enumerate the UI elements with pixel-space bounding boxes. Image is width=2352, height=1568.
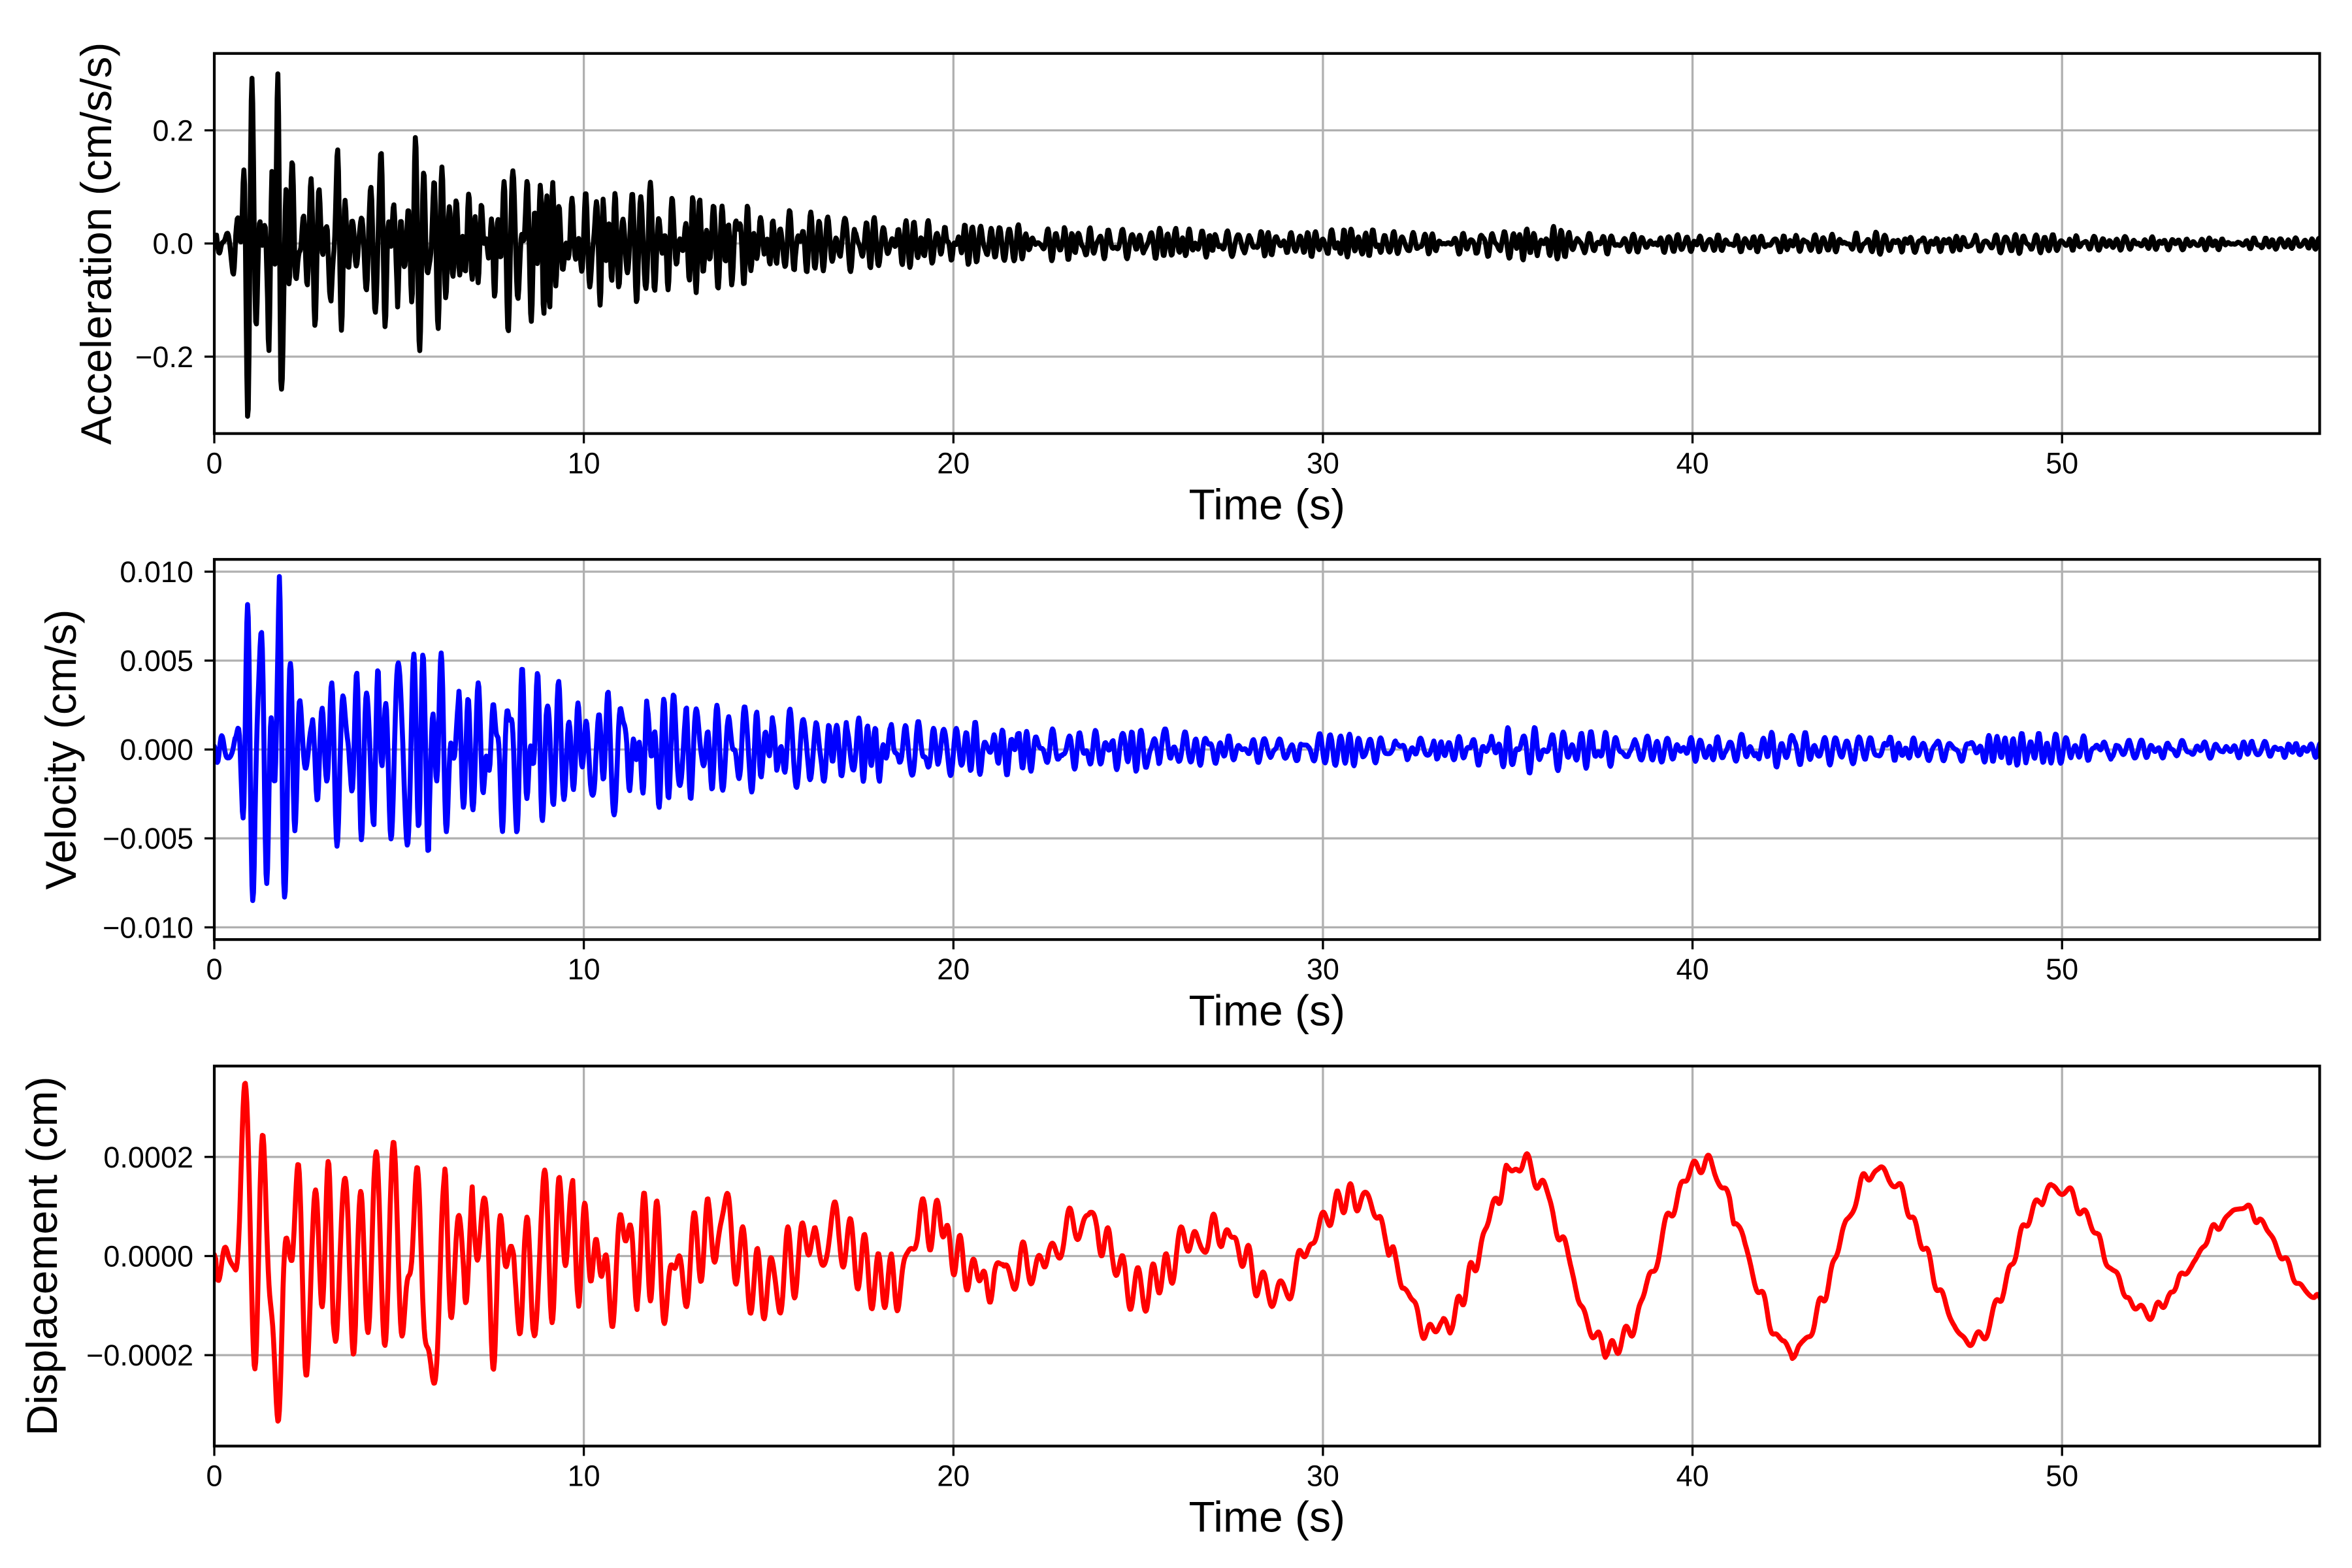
svg-text:50: 50: [2046, 1459, 2078, 1492]
svg-text:−0.010: −0.010: [103, 911, 193, 944]
svg-text:40: 40: [1676, 447, 1709, 480]
svg-text:0.0000: 0.0000: [103, 1240, 193, 1273]
svg-text:Acceleration (cm/s/s): Acceleration (cm/s/s): [72, 42, 120, 445]
svg-text:0: 0: [206, 447, 222, 480]
svg-text:0.005: 0.005: [120, 644, 193, 678]
svg-text:−0.0002: −0.0002: [86, 1339, 193, 1372]
svg-text:50: 50: [2046, 953, 2078, 986]
svg-text:−0.005: −0.005: [103, 822, 193, 855]
svg-text:Time (s): Time (s): [1188, 480, 1345, 529]
svg-text:20: 20: [937, 1459, 970, 1492]
svg-text:10: 10: [568, 1459, 600, 1492]
svg-text:Displacement (cm): Displacement (cm): [18, 1077, 66, 1436]
svg-text:Velocity (cm/s): Velocity (cm/s): [37, 610, 85, 890]
svg-text:40: 40: [1676, 1459, 1709, 1492]
svg-text:40: 40: [1676, 953, 1709, 986]
svg-text:0.000: 0.000: [120, 733, 193, 766]
svg-text:Time (s): Time (s): [1188, 986, 1345, 1034]
svg-text:20: 20: [937, 447, 970, 480]
svg-text:0.0002: 0.0002: [103, 1141, 193, 1174]
svg-text:−0.2: −0.2: [135, 340, 193, 374]
svg-text:30: 30: [1307, 953, 1339, 986]
svg-text:10: 10: [568, 447, 600, 480]
svg-text:0.010: 0.010: [120, 555, 193, 589]
svg-text:0: 0: [206, 1459, 222, 1492]
svg-text:0.0: 0.0: [152, 227, 193, 261]
svg-text:30: 30: [1307, 447, 1339, 480]
svg-text:Time (s): Time (s): [1188, 1493, 1345, 1541]
svg-text:20: 20: [937, 953, 970, 986]
svg-text:50: 50: [2046, 447, 2078, 480]
svg-text:10: 10: [568, 953, 600, 986]
svg-text:0.2: 0.2: [152, 114, 193, 148]
svg-text:0: 0: [206, 953, 222, 986]
svg-text:30: 30: [1307, 1459, 1339, 1492]
